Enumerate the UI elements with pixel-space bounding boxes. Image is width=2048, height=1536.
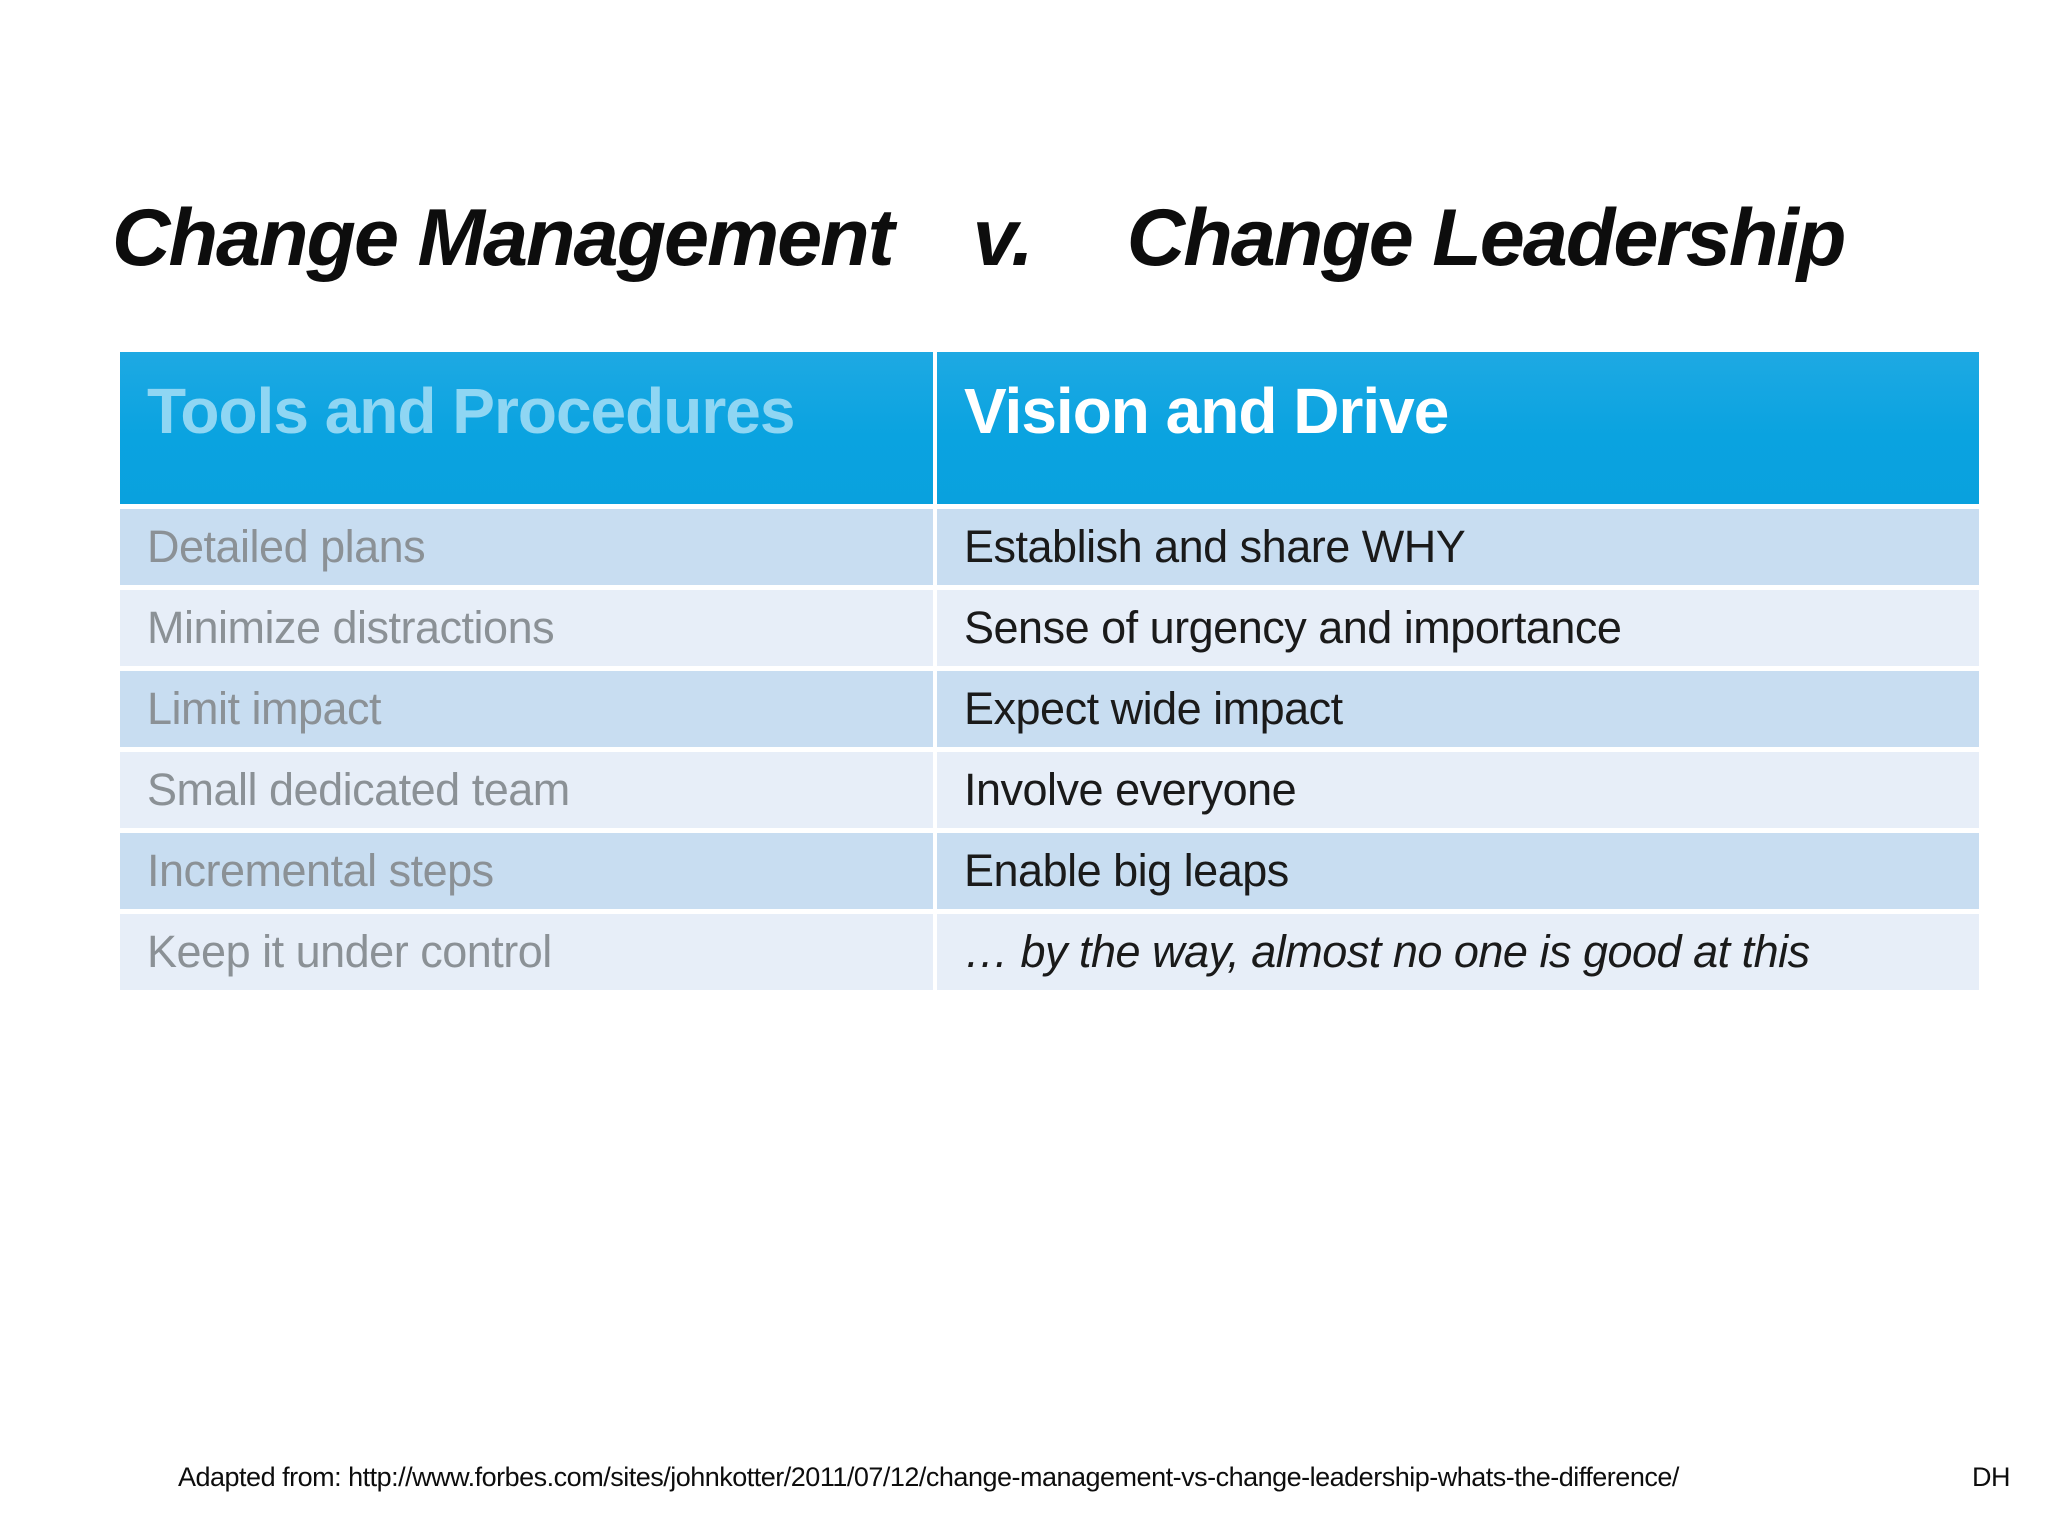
comparison-table: Tools and Procedures Vision and Drive De… (120, 352, 1979, 990)
table-cell-leadership: Establish and share WHY (937, 509, 1979, 585)
table-header-vision-and-drive: Vision and Drive (937, 352, 1979, 504)
table-cell-leadership: Expect wide impact (937, 671, 1979, 747)
table-cell-management: Minimize distractions (120, 590, 933, 666)
table-cell-leadership: Sense of urgency and importance (937, 590, 1979, 666)
table-cell-leadership-aside: … by the way, almost no one is good at t… (937, 914, 1979, 990)
table-cell-management: Small dedicated team (120, 752, 933, 828)
title-change-leadership: Change Leadership (1126, 193, 1847, 283)
table-cell-management: Incremental steps (120, 833, 933, 909)
author-initials: DH (1972, 1462, 2011, 1492)
table-header-tools-and-procedures: Tools and Procedures (120, 352, 933, 504)
table-cell-management: Limit impact (120, 671, 933, 747)
title-change-management: Change Management (112, 193, 895, 283)
slide-title: Change Management v. Change Leadership (112, 192, 1846, 285)
table-cell-management: Keep it under control (120, 914, 933, 990)
table-cell-leadership: Enable big leaps (937, 833, 1979, 909)
slide-footer: Adapted from: http://www.forbes.com/site… (0, 1462, 2048, 1493)
table-cell-management: Detailed plans (120, 509, 933, 585)
source-attribution: Adapted from: http://www.forbes.com/site… (178, 1462, 1679, 1492)
table-cell-leadership: Involve everyone (937, 752, 1979, 828)
title-versus: v. (972, 193, 1034, 283)
